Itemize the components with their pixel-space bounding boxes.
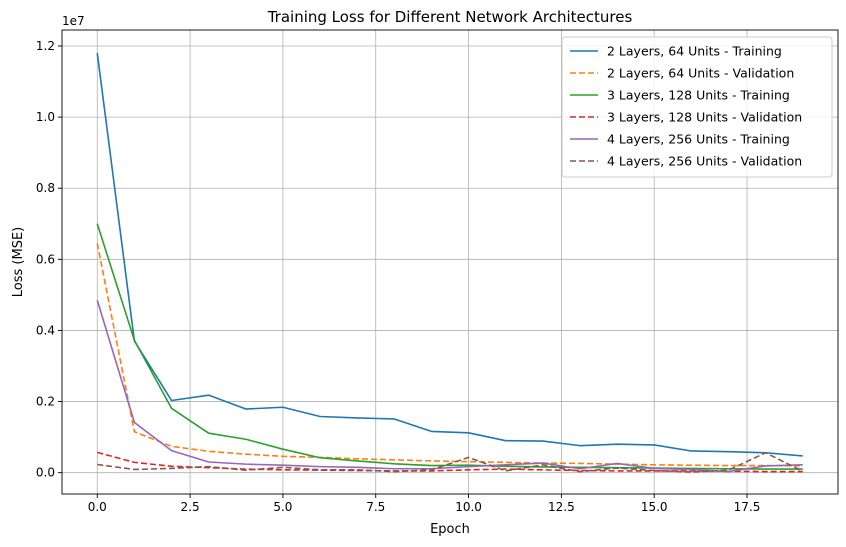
y-tick-label: 0.4 xyxy=(36,323,55,337)
x-tick-label: 7.5 xyxy=(366,500,385,514)
plot-frame xyxy=(61,29,839,495)
x-tick-label: 15.0 xyxy=(641,500,668,514)
legend-entry: 4 Layers, 256 Units - Training xyxy=(607,132,790,147)
legend-entry: 3 Layers, 128 Units - Validation xyxy=(607,110,802,125)
x-tick-label: 2.5 xyxy=(181,500,200,514)
series-line xyxy=(97,451,804,473)
legend: 2 Layers, 64 Units - Training 2 Layers, 6… xyxy=(561,36,833,178)
legend-entry: 2 Layers, 64 Units - Validation xyxy=(607,66,794,81)
series-line xyxy=(96,53,803,457)
legend-box xyxy=(561,36,833,178)
series-line xyxy=(96,299,803,473)
legend-entry: 4 Layers, 256 Units - Validation xyxy=(607,154,802,169)
y-axis-ticks: 0.0 0.2 0.4 0.6 0.8 1.0 1.2 xyxy=(36,39,62,480)
y-tick-label: 0.6 xyxy=(36,252,55,266)
series-line xyxy=(96,243,803,467)
legend-entry: 2 Layers, 64 Units - Training xyxy=(607,44,782,59)
x-tick-label: 12.5 xyxy=(548,500,575,514)
y-axis-scale-multiplier: 1e7 xyxy=(62,14,85,28)
series-lines xyxy=(96,53,804,473)
legend-entry: 3 Layers, 128 Units - Training xyxy=(607,88,790,103)
x-axis-ticks: 0.0 2.5 5.0 7.5 10.0 12.5 15.0 17.5 xyxy=(88,494,761,514)
x-axis-label: Epoch xyxy=(430,522,470,537)
y-axis-label: Loss (MSE) xyxy=(11,227,26,297)
series-line xyxy=(96,223,803,470)
y-tick-label: 1.2 xyxy=(36,39,55,53)
y-tick-label: 0.8 xyxy=(36,181,55,195)
x-tick-label: 17.5 xyxy=(734,500,761,514)
x-tick-label: 10.0 xyxy=(455,500,482,514)
chart-title: Training Loss for Different Network Arch… xyxy=(267,8,633,26)
x-tick-label: 5.0 xyxy=(273,500,292,514)
y-tick-label: 0.2 xyxy=(36,395,55,409)
x-tick-label: 0.0 xyxy=(88,500,107,514)
y-tick-label: 1.0 xyxy=(36,110,55,124)
y-tick-label: 0.0 xyxy=(36,466,55,480)
